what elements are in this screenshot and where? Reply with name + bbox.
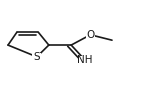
Text: S: S (33, 52, 40, 62)
Text: O: O (86, 30, 95, 40)
FancyBboxPatch shape (79, 56, 91, 64)
FancyBboxPatch shape (32, 53, 41, 61)
FancyBboxPatch shape (86, 31, 95, 39)
Text: NH: NH (77, 55, 92, 65)
